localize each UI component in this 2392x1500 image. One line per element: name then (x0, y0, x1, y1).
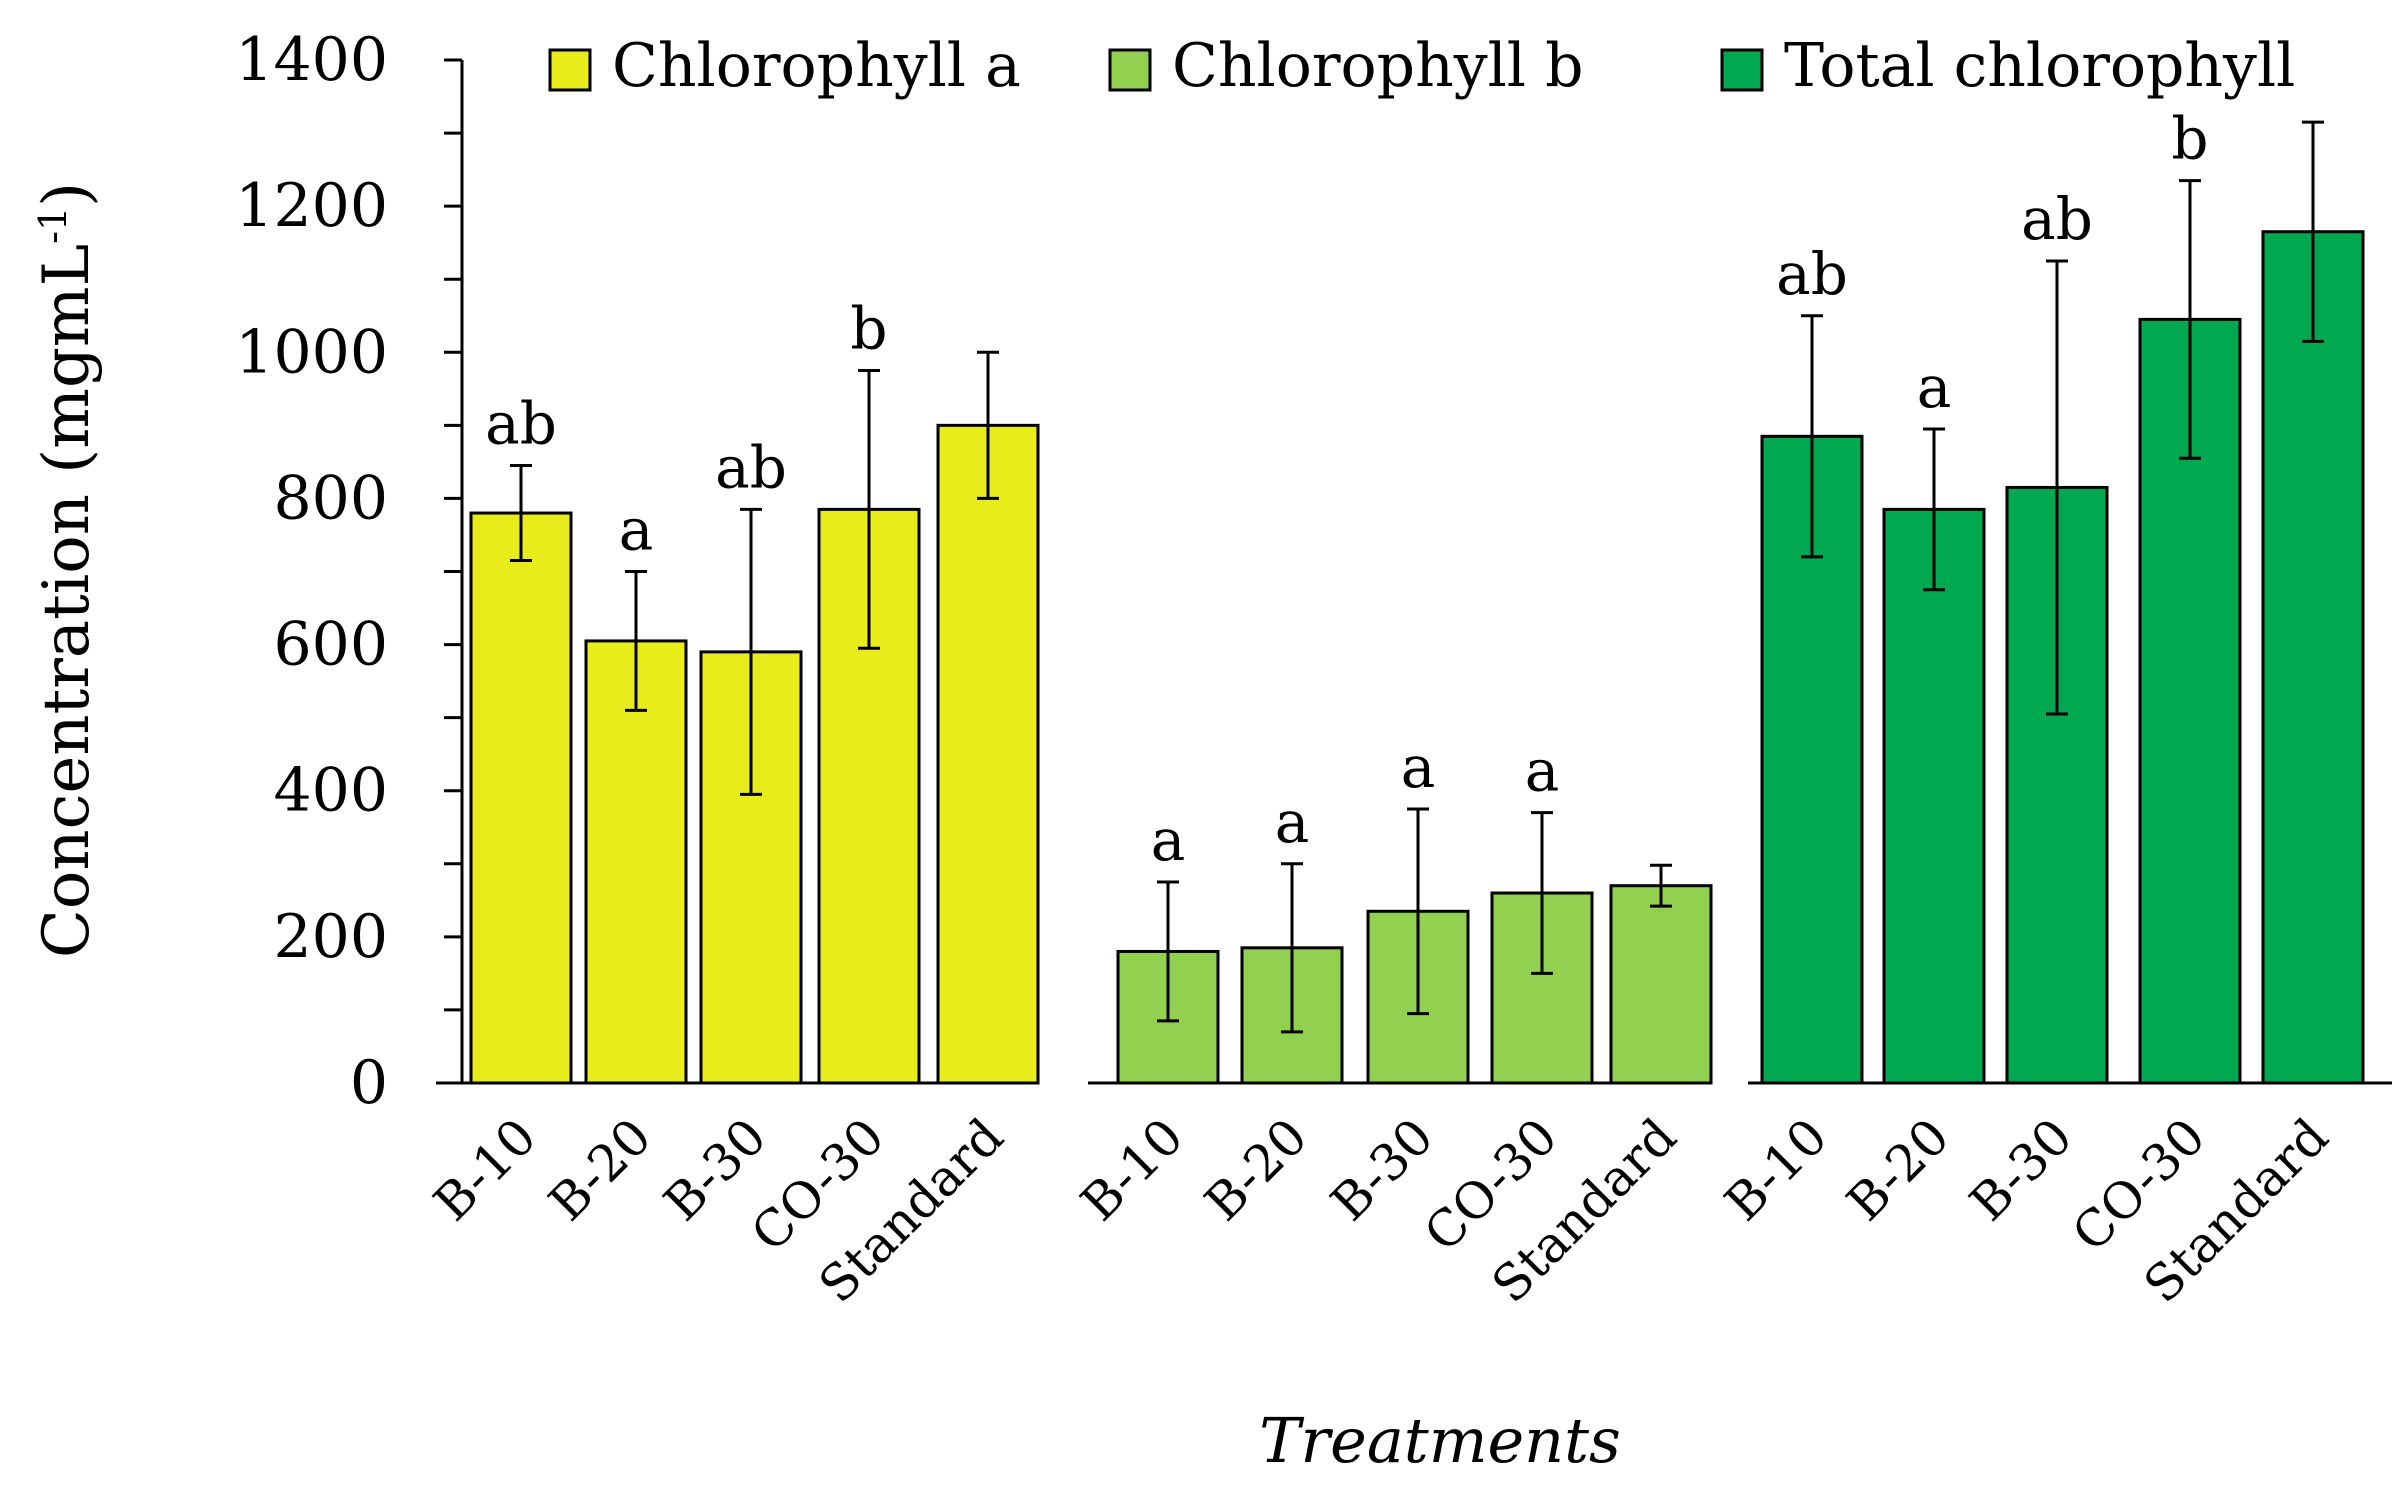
significance-label: a (1151, 806, 1186, 874)
legend-swatch (548, 48, 592, 92)
x-axis-title: Treatments (1259, 1404, 1621, 1477)
legend-item: Chlorophyll b (1108, 31, 1583, 101)
significance-label: b (850, 295, 887, 363)
significance-label: a (1401, 733, 1436, 801)
legend-swatch (1108, 48, 1152, 92)
y-axis: 0 200 400 600 800 1000 1200 1400 (235, 25, 464, 1118)
legend-label: Total chlorophyll (1784, 31, 2295, 101)
legend-item: Chlorophyll a (548, 31, 1021, 101)
bar (1609, 884, 1713, 1085)
y-tick-label: 1000 (235, 317, 388, 387)
bar (584, 639, 688, 1085)
significance-label: a (1275, 788, 1310, 856)
category-label: B-10 (423, 1107, 548, 1232)
y-tick-label: 1400 (235, 25, 388, 95)
legend-swatch (1720, 48, 1764, 92)
y-axis-title: Concentration (mgmL-1) (30, 182, 104, 958)
y-tick-label: 800 (273, 463, 388, 533)
significance-label: a (1525, 737, 1560, 805)
y-tick-label: 600 (273, 610, 388, 680)
bar-groups: abB-10aB-20abB-30bCO-30StandardaB-10aB-2… (423, 105, 2392, 1314)
legend-item: Total chlorophyll (1720, 31, 2295, 101)
category-label: B-30 (1959, 1107, 2084, 1232)
significance-label: a (619, 496, 654, 564)
significance-label: ab (1776, 240, 1848, 308)
category-label: B-20 (1836, 1107, 1961, 1232)
y-tick-label: 1200 (235, 171, 388, 241)
significance-label: ab (485, 390, 557, 458)
category-label: B-10 (1714, 1107, 1839, 1232)
bar (936, 423, 1040, 1085)
category-label: B-10 (1070, 1107, 1195, 1232)
bar (1882, 507, 1986, 1085)
bar (2261, 230, 2365, 1085)
significance-label: ab (2021, 185, 2093, 253)
y-tick-label: 200 (273, 902, 388, 972)
legend-label: Chlorophyll a (612, 31, 1021, 101)
category-label: B-20 (538, 1107, 663, 1232)
significance-label: a (1917, 353, 1952, 421)
legend-label: Chlorophyll b (1172, 31, 1583, 101)
y-tick-label: 400 (273, 756, 388, 826)
legend: Chlorophyll a Chlorophyll b Total chloroph… (548, 31, 2295, 101)
y-tick-label: 0 (350, 1048, 388, 1118)
bar (469, 511, 573, 1085)
significance-label: b (2171, 105, 2208, 173)
significance-label: ab (715, 433, 787, 501)
category-label: B-20 (1194, 1107, 1319, 1232)
